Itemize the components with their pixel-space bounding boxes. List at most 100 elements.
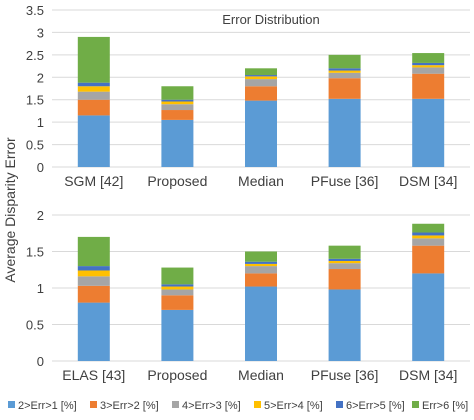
bar-segment: [245, 263, 277, 267]
category-label: ELAS [43]: [62, 367, 125, 383]
legend-entry: Err>6 [%]: [422, 400, 468, 412]
bar-segment: [412, 223, 445, 233]
legend-swatch: [336, 401, 343, 408]
bar-segment: [77, 91, 110, 100]
bar-segment: [161, 86, 194, 100]
bar-segment: [77, 302, 110, 361]
bar-segment: [161, 104, 194, 111]
legend-entry: 4>Err>3 [%]: [182, 400, 241, 412]
bar-segment: [328, 68, 361, 71]
bar-segment: [245, 76, 277, 80]
category-label: PFuse [36]: [311, 367, 379, 383]
y-tick-label: 2: [37, 70, 44, 85]
bar-segment: [328, 258, 361, 261]
bar-segment: [245, 261, 277, 264]
bar-segment: [412, 53, 445, 63]
chart-title: Error Distribution: [222, 12, 320, 27]
bar-segment: [245, 273, 277, 287]
bar-segment: [77, 285, 110, 303]
bar-segment: [161, 267, 194, 285]
bar-segment: [412, 245, 445, 274]
bar-segment: [77, 266, 110, 271]
category-label: PFuse [36]: [311, 173, 379, 189]
bar-segment: [161, 110, 194, 120]
y-tick-label: 1.5: [26, 93, 44, 108]
bar-segment: [245, 266, 277, 274]
legend-swatch: [90, 401, 97, 408]
bar-segment: [161, 119, 194, 167]
bar-segment: [328, 54, 361, 69]
bar-segment: [412, 232, 445, 236]
bar-segment: [245, 86, 277, 101]
y-axis-label: Average Disparity Error: [2, 137, 18, 283]
bar-segment: [245, 75, 277, 77]
bar-segment: [328, 289, 361, 361]
y-tick-label: 0.5: [26, 138, 44, 153]
bar-segment: [412, 73, 445, 99]
bar-segment: [161, 295, 194, 310]
bar-segment: [412, 235, 445, 239]
bar-segment: [412, 238, 445, 246]
category-label: Median: [238, 367, 284, 383]
bar-segment: [77, 82, 110, 87]
y-tick-label: 0.5: [26, 318, 44, 333]
category-label: DSM [34]: [399, 173, 457, 189]
bar-segment: [77, 99, 110, 116]
legend-entry: 5>Err>4 [%]: [264, 400, 323, 412]
legend-swatch: [254, 401, 261, 408]
y-tick-label: 2: [37, 208, 44, 223]
bar-segment: [161, 289, 194, 296]
bar-segment: [328, 269, 361, 290]
bar-segment: [161, 99, 194, 102]
bar-segment: [161, 101, 194, 105]
bar-segment: [245, 100, 277, 167]
chart-top: 0 0.5 1 1.5 2 2.5 3 3.5 Error Distribution SGM [4…: [26, 3, 470, 189]
bar-segment: [412, 98, 445, 167]
bar-segment: [161, 284, 194, 287]
bar-segment: [161, 309, 194, 361]
legend-swatch: [412, 401, 419, 408]
bar-segment: [245, 79, 277, 87]
category-label: DSM [34]: [399, 367, 457, 383]
bar-segment: [245, 251, 277, 262]
bar-segment: [328, 98, 361, 167]
bar-segment: [412, 65, 445, 68]
bar-segment: [412, 67, 445, 74]
y-tick-label: 3: [37, 25, 44, 40]
chart-bottom: 0 0.5 1 1.5 2 ELAS [43] Proposed Median PFuse [3…: [26, 208, 470, 383]
bar-segment: [328, 263, 361, 270]
legend-entry: 2>Err>1 [%]: [18, 400, 77, 412]
bar-segment: [245, 68, 277, 76]
bar-segment: [77, 276, 110, 286]
bar-segment: [328, 72, 361, 79]
bar-segment: [328, 260, 361, 264]
bar-segment: [77, 86, 110, 92]
bar-segment: [328, 78, 361, 99]
legend-swatch: [172, 401, 179, 408]
bar-segment: [161, 286, 194, 290]
legend-entry: 3>Err>2 [%]: [100, 400, 159, 412]
category-label: Proposed: [147, 173, 207, 189]
bar-segment: [77, 115, 110, 167]
legend-swatch: [8, 401, 15, 408]
bar-segment: [77, 36, 110, 83]
bar-segment: [328, 70, 361, 73]
category-label: SGM [42]: [64, 173, 123, 189]
legend-entry: 6>Err>5 [%]: [346, 400, 405, 412]
y-tick-label: 3.5: [26, 3, 44, 18]
y-tick-label: 1: [37, 115, 44, 130]
bar-segment: [412, 273, 445, 361]
bar-segment: [77, 236, 110, 267]
y-tick-label: 1.5: [26, 245, 44, 260]
y-tick-label: 2.5: [26, 48, 44, 63]
bar-segment: [245, 286, 277, 361]
y-tick-label: 1: [37, 281, 44, 296]
bar-segment: [77, 270, 110, 277]
legend: 2>Err>1 [%] 3>Err>2 [%] 4>Err>3 [%] 5>Err>4…: [8, 400, 468, 412]
category-label: Proposed: [147, 367, 207, 383]
bar-segment: [412, 62, 445, 66]
category-label: Median: [238, 173, 284, 189]
y-tick-label: 0: [37, 354, 44, 369]
y-tick-label: 0: [37, 160, 44, 175]
